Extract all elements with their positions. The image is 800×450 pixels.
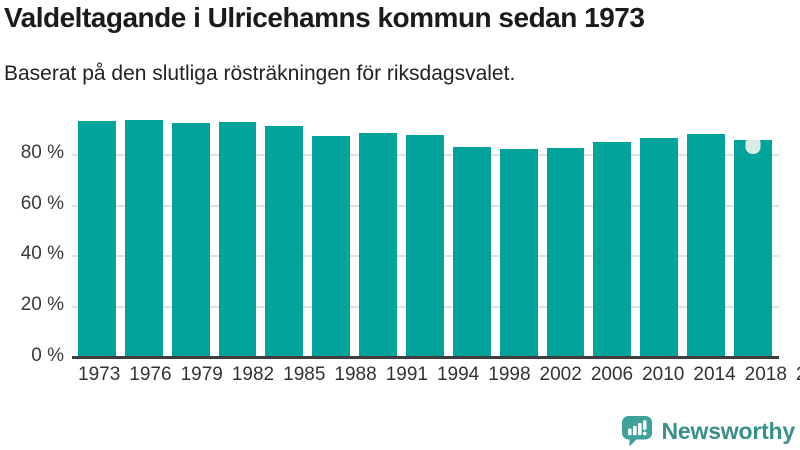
bar-column-2018: [687, 104, 726, 358]
bar-1994: [406, 135, 444, 358]
y-tick-label: 60 %: [20, 192, 64, 214]
bar-column-2010: [593, 104, 632, 358]
bar-2014: [640, 138, 679, 358]
bar-column-1998: [452, 104, 491, 358]
x-axis-line: [72, 356, 779, 359]
chart-title: Valdeltagande i Ulricehamns kommun sedan…: [4, 2, 645, 33]
x-tick-label: 2002: [539, 364, 582, 385]
bar-1976: [124, 119, 163, 358]
bar-column-1991: [359, 104, 398, 358]
bar-column-1985: [265, 104, 304, 358]
bar-2022: [734, 140, 772, 358]
x-tick-label: 2022: [796, 364, 800, 386]
bar-2002: [499, 149, 538, 358]
bar-2018: [687, 133, 726, 358]
bar-column-2006: [546, 104, 585, 358]
y-tick-label: 40 %: [20, 243, 64, 265]
x-tick-label: 1976: [129, 364, 172, 385]
x-tick-label: 1973: [78, 364, 121, 385]
bar-column-1982: [218, 104, 257, 358]
bar-2006: [546, 147, 585, 358]
bar-1985: [265, 125, 304, 358]
x-tick-label: 1985: [283, 364, 326, 385]
bar-column-1976: [124, 104, 163, 358]
bar-column-1988: [312, 104, 351, 358]
x-tick-label: 1979: [180, 364, 223, 385]
bar-1973: [78, 121, 116, 358]
x-tick-label: 2006: [590, 364, 634, 385]
x-tick-label: 2014: [693, 364, 736, 385]
bar-series: [72, 104, 779, 358]
bar-1979: [171, 122, 210, 358]
bar-1998: [452, 147, 491, 358]
bar-column-2022: [734, 104, 772, 358]
y-tick-label: 80 %: [20, 141, 64, 163]
y-tick-label: 20 %: [20, 294, 64, 316]
bar-column-2014: [640, 104, 679, 358]
x-tick-label: 1982: [231, 364, 275, 385]
x-tick-label: 2018: [744, 364, 787, 385]
x-tick-label: 1998: [488, 364, 531, 385]
bar-column-1994: [406, 104, 444, 358]
bar-column-2002: [499, 104, 538, 358]
chart-subtitle: Baserat på den slutliga rösträkningen fö…: [4, 62, 516, 85]
bar-column-1973: [78, 104, 116, 358]
newsworthy-bubble-chart-icon: [621, 415, 652, 447]
newsworthy-wordmark: Newsworthy: [661, 417, 796, 444]
x-tick-label: 1994: [436, 364, 480, 385]
y-axis-labels: 0 % 20 % 40 % 60 % 80 %: [0, 104, 64, 366]
x-tick-label: 2010: [642, 364, 685, 385]
x-axis-labels: 1973 1976 1979 1982 1985 1988 1991 1994 1998 2002…: [72, 364, 800, 386]
x-tick-label: 1991: [385, 364, 428, 385]
x-tick-label: 1988: [334, 364, 377, 385]
latest-bar-marker: [745, 140, 761, 155]
newsworthy-logo: Newsworthy: [621, 415, 795, 447]
y-tick-label: 0 %: [31, 345, 64, 366]
bar-1982: [218, 121, 257, 358]
bar-1991: [359, 132, 398, 358]
plot-area: [72, 104, 779, 359]
bar-2010: [593, 141, 632, 358]
bar-column-1979: [171, 104, 210, 358]
bar-1988: [312, 136, 351, 358]
